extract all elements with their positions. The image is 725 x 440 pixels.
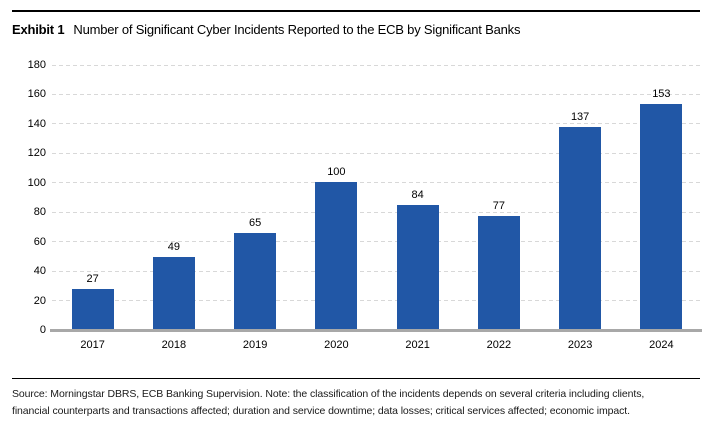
bar-2019: [234, 233, 277, 329]
plot-area: 27 49 65 100 84 77 137 153: [50, 64, 702, 332]
x-axis-label-2022: 2022: [486, 339, 512, 351]
gridline-120: [52, 152, 702, 154]
bar-value-2021: 84: [411, 189, 424, 202]
x-axis-label-2017: 2017: [80, 339, 105, 351]
y-axis-tick-0: 0: [39, 324, 46, 336]
gridline-80: [52, 211, 702, 213]
gridline-100: [52, 182, 702, 184]
x-axis-label-2021: 2021: [405, 339, 430, 351]
bar-2022: [477, 215, 520, 329]
bar-value-2020: 100: [327, 165, 346, 178]
source-note-line2: financial counterparts and transactions …: [12, 405, 630, 417]
x-axis-label-2020: 2020: [324, 339, 349, 351]
bar-value-2019: 65: [249, 217, 262, 230]
bar-2024: [640, 103, 683, 329]
bar-2021: [396, 205, 439, 329]
gridline-20: [52, 300, 702, 302]
y-axis-tick-160: 160: [27, 88, 46, 101]
gridline-180: [52, 64, 702, 66]
y-axis-tick-180: 180: [27, 59, 46, 71]
x-axis-label-2024: 2024: [649, 339, 674, 351]
bar-chart: 27 49 65 100 84 77 137 153 0 20 40 60 80 100 120 140 16…: [12, 59, 702, 365]
bar-2018: [152, 256, 195, 329]
x-axis-label-2018: 2018: [161, 339, 187, 351]
bar-value-2018: 49: [167, 240, 180, 253]
x-axis-label-2019: 2019: [242, 339, 268, 351]
source-note: Source: Morningstar DBRS, ECB Banking Su…: [12, 386, 644, 420]
gridline-160: [52, 93, 702, 95]
bar-value-2023: 137: [570, 111, 590, 124]
bar-value-2017: 27: [86, 273, 99, 286]
gridline-40: [52, 270, 702, 272]
exhibit-title: Exhibit 1 Number of Significant Cyber Inc…: [12, 22, 520, 37]
exhibit-title-text: Number of Significant Cyber Incidents Re…: [73, 22, 521, 37]
y-axis-tick-20: 20: [33, 294, 46, 307]
y-axis-tick-80: 80: [33, 206, 46, 219]
footer-rule: [12, 378, 700, 379]
bar-2020: [315, 181, 358, 329]
top-rule: [12, 10, 700, 12]
y-axis-tick-100: 100: [27, 176, 46, 189]
gridline-60: [52, 241, 702, 243]
y-axis-tick-140: 140: [27, 117, 46, 130]
y-axis-tick-40: 40: [33, 265, 46, 278]
y-axis-tick-60: 60: [33, 235, 46, 248]
y-axis-tick-120: 120: [27, 147, 46, 160]
source-note-line1: Source: Morningstar DBRS, ECB Banking Su…: [12, 388, 645, 400]
x-axis-baseline: [50, 329, 702, 332]
x-axis-label-2023: 2023: [567, 339, 593, 351]
bar-2017: [71, 289, 114, 329]
exhibit-number-label: Exhibit 1: [12, 22, 65, 37]
bar-value-2024: 153: [652, 87, 671, 100]
gridline-140: [52, 123, 702, 125]
bar-value-2022: 77: [492, 199, 505, 212]
bar-2023: [559, 127, 602, 329]
